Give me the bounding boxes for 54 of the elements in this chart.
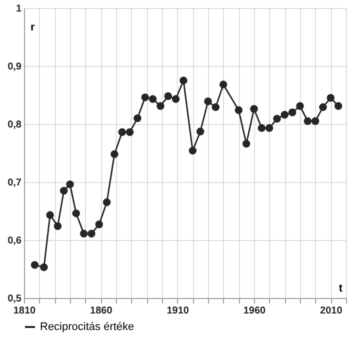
point <box>188 146 197 155</box>
point <box>54 222 62 230</box>
y-tick-label: 0,9 <box>8 62 22 72</box>
point <box>242 140 250 148</box>
x-tick-label: 1910 <box>166 306 190 316</box>
x-tick-label: 1810 <box>13 306 36 316</box>
point <box>102 198 111 206</box>
point <box>204 98 212 106</box>
point <box>66 180 74 188</box>
y-axis-title: r <box>30 22 36 34</box>
point <box>164 92 172 100</box>
point <box>46 211 54 219</box>
point <box>40 263 48 272</box>
point <box>156 102 164 110</box>
x-axis-title: t <box>338 282 343 294</box>
point <box>148 95 157 103</box>
y-tick-label: 0,6 <box>8 236 22 246</box>
point <box>319 103 327 112</box>
y-tick-label: 0,7 <box>8 178 22 188</box>
point <box>72 209 80 218</box>
point <box>212 103 220 112</box>
point <box>196 128 204 136</box>
point <box>60 186 68 195</box>
point <box>88 230 96 238</box>
point <box>141 93 150 102</box>
point <box>110 150 118 158</box>
point <box>250 105 258 113</box>
point <box>326 94 335 102</box>
point <box>288 108 296 116</box>
point <box>180 76 188 84</box>
x-tick-label: 2010 <box>320 306 343 316</box>
legend-label: Reciprocitás értéke <box>40 321 134 333</box>
point <box>80 230 88 238</box>
point <box>234 106 243 114</box>
y-tick-label: 0,5 <box>8 294 22 304</box>
point <box>265 124 274 132</box>
point <box>95 220 104 228</box>
point <box>172 95 180 103</box>
point <box>280 110 289 119</box>
x-tick-label: 1960 <box>243 306 266 316</box>
point <box>219 80 228 88</box>
point <box>296 102 304 110</box>
point <box>304 117 312 125</box>
point <box>126 128 134 136</box>
point <box>134 114 142 122</box>
point <box>273 114 281 123</box>
point <box>334 102 342 110</box>
point <box>258 124 266 132</box>
y-tick-label: 1 <box>16 4 22 14</box>
x-tick-label: 1860 <box>90 306 113 316</box>
point <box>30 261 39 269</box>
point <box>311 117 320 125</box>
point <box>118 128 126 136</box>
y-tick-label: 0,8 <box>8 120 22 130</box>
